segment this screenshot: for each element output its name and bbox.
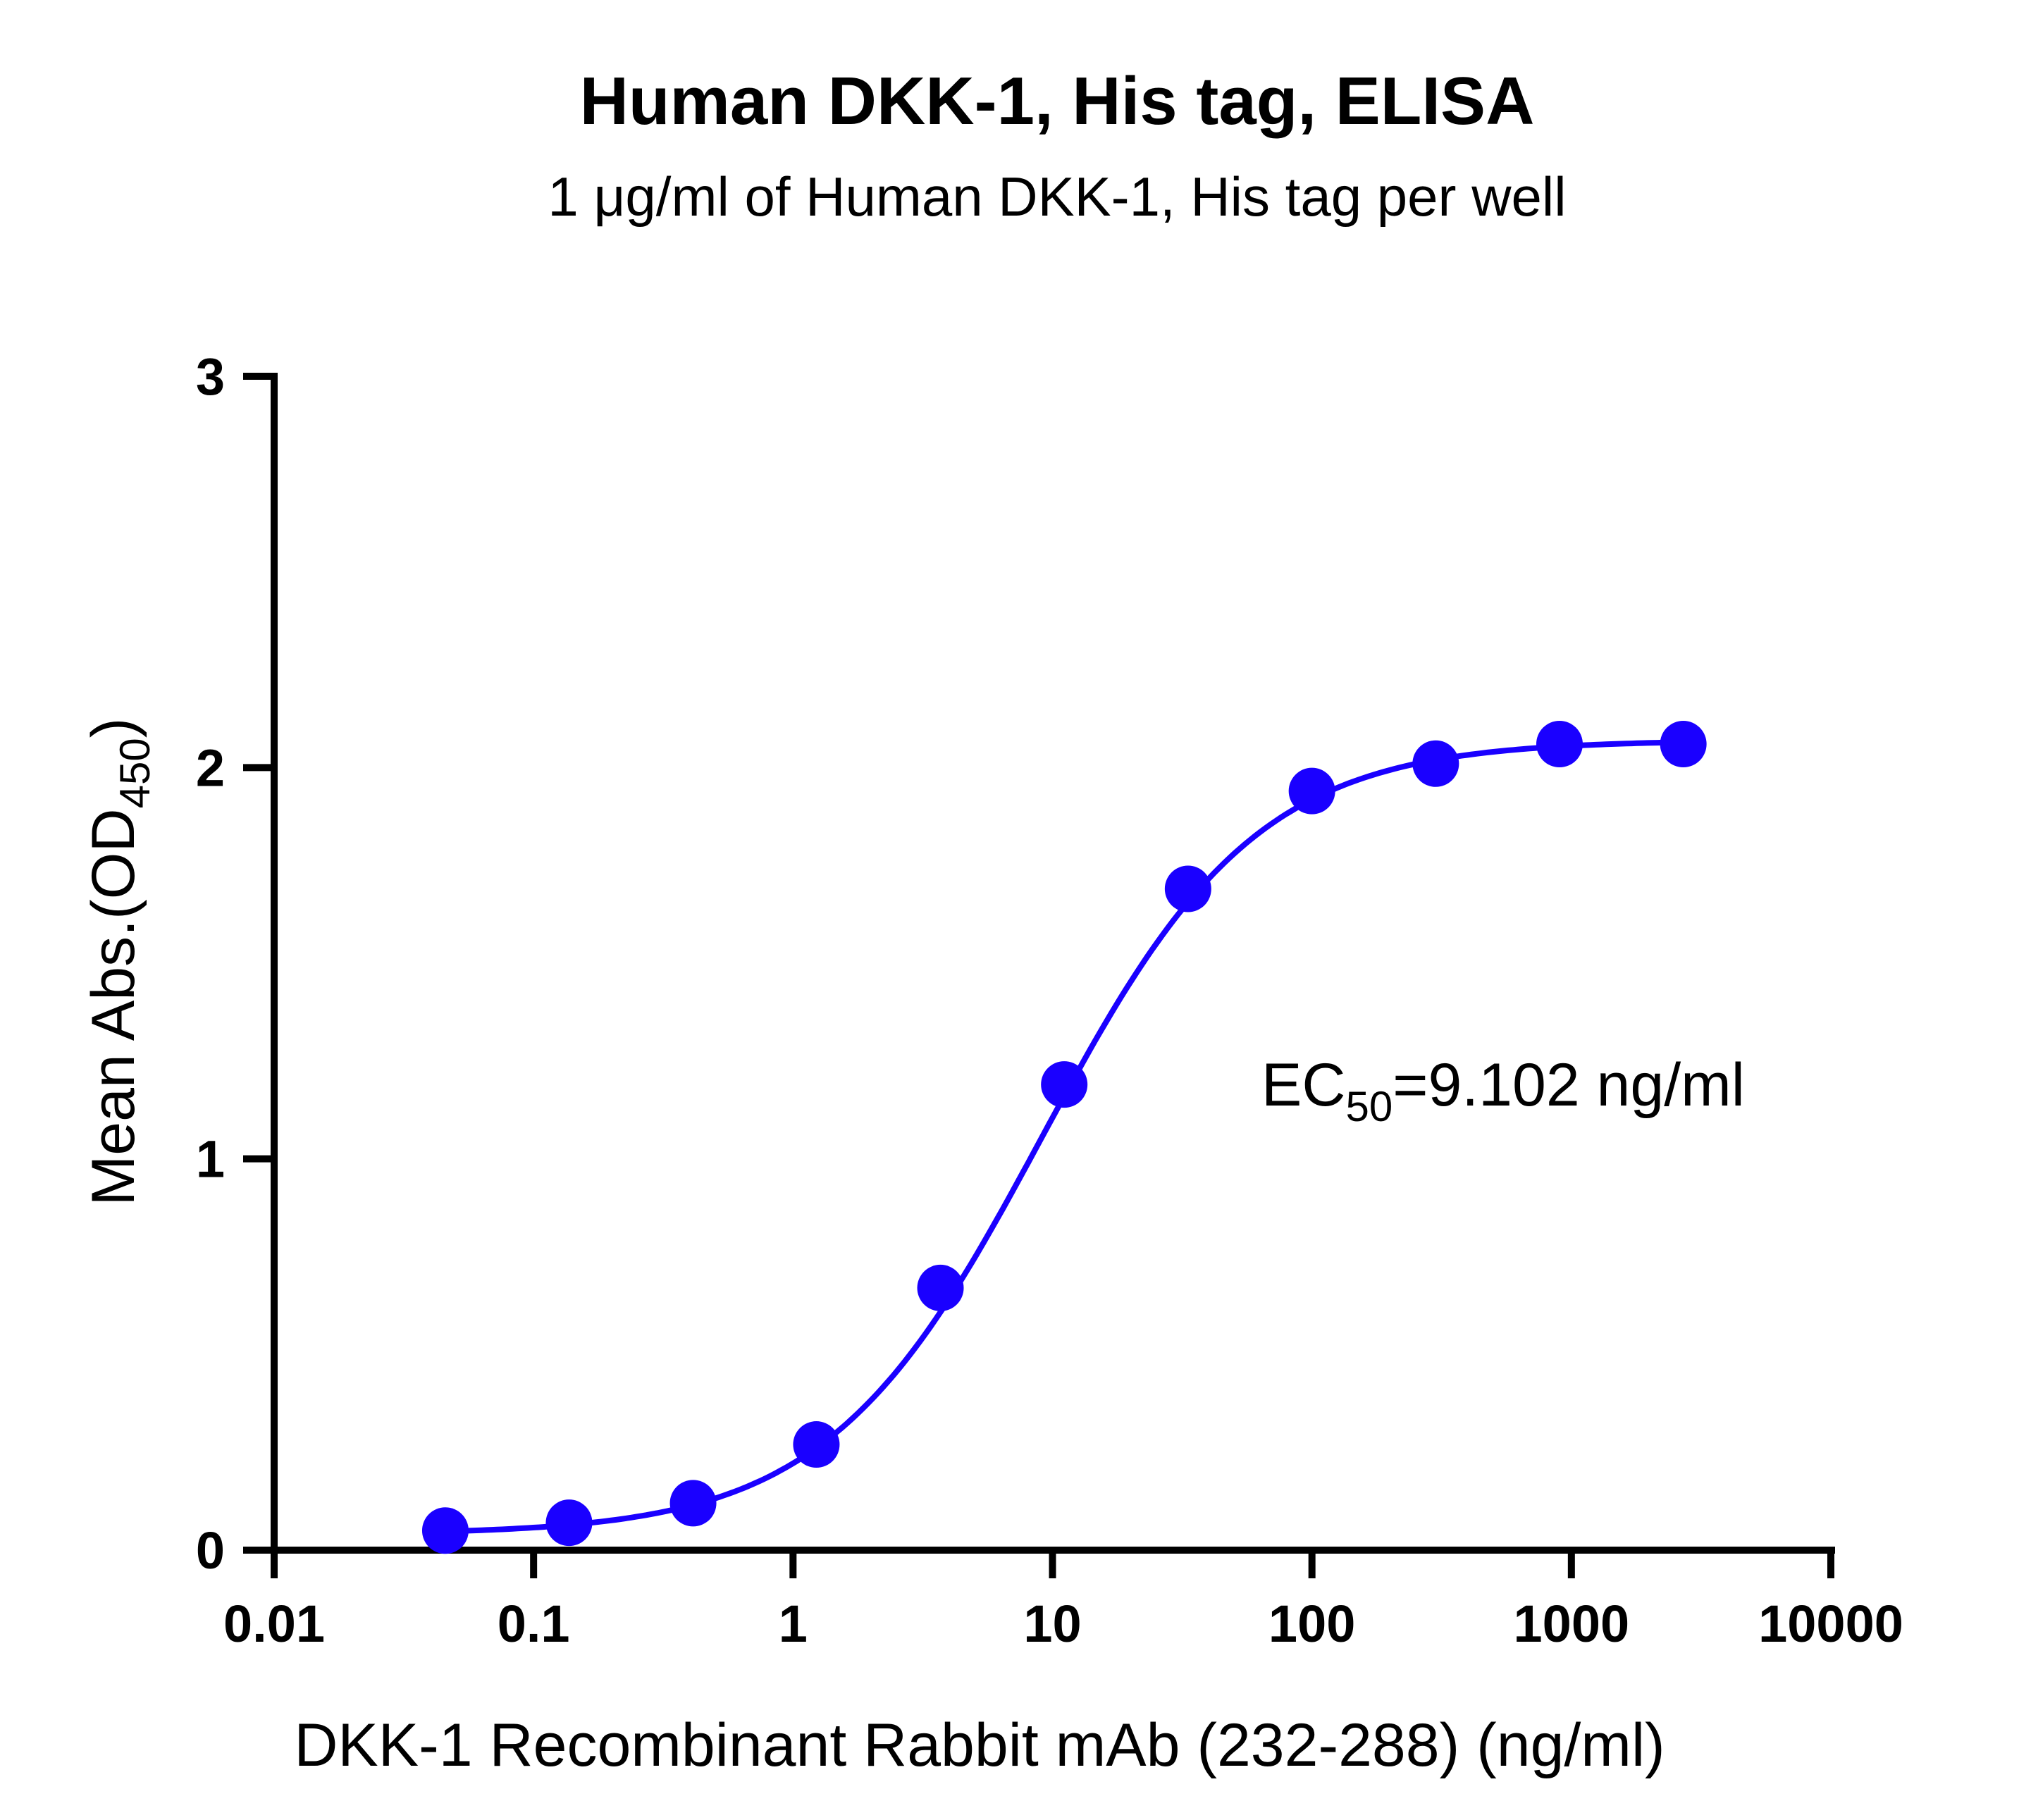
data-point xyxy=(421,1507,469,1554)
ticks xyxy=(243,373,1834,1578)
data-point xyxy=(1536,721,1583,768)
data-point xyxy=(669,1480,717,1527)
data-point xyxy=(1164,865,1211,912)
fit-curve xyxy=(443,739,1686,1535)
data-point xyxy=(917,1264,964,1311)
data-points xyxy=(421,721,1707,1554)
x-tick-label: 10000 xyxy=(1758,1595,1903,1653)
x-axis-label: DKK-1 Recombinant Rabbit mAb (232-288) (… xyxy=(294,1711,1665,1779)
data-point xyxy=(1412,740,1459,787)
y-axis-label: Mean Abs.(OD450) xyxy=(80,718,159,1206)
chart-title: Human DKK-1, His tag, ELISA xyxy=(580,63,1535,139)
x-tick-label: 100 xyxy=(1268,1595,1355,1653)
y-tick-label: 1 xyxy=(196,1130,225,1189)
tick-labels: 0.01 0.1 1 10 100 1000 10000 0 1 2 3 xyxy=(196,347,1903,1653)
data-point xyxy=(1288,767,1335,815)
data-point xyxy=(1041,1061,1088,1108)
y-axis-label-main: Mean Abs.(OD xyxy=(80,808,147,1206)
data-point xyxy=(793,1421,840,1468)
x-tick-label: 1 xyxy=(779,1595,808,1653)
ec50-value: =9.102 ng/ml xyxy=(1393,1051,1745,1119)
data-point xyxy=(1660,721,1707,768)
chart-subtitle: 1 μg/ml of Human DKK-1, His tag per well xyxy=(548,166,1566,228)
ec50-subscript: 50 xyxy=(1345,1083,1393,1130)
x-tick-label: 0.01 xyxy=(223,1595,325,1653)
y-tick-label: 3 xyxy=(196,347,225,406)
x-tick-label: 0.1 xyxy=(498,1595,570,1653)
y-axis-label-subscript: 450 xyxy=(111,738,159,808)
x-tick-label: 1000 xyxy=(1514,1595,1630,1653)
y-tick-label: 2 xyxy=(196,738,225,797)
y-tick-label: 0 xyxy=(196,1521,225,1580)
y-axis-label-end: ) xyxy=(80,718,147,738)
ec50-annotation: EC50=9.102 ng/ml xyxy=(1261,1051,1745,1130)
axes xyxy=(271,373,1835,1554)
data-point xyxy=(545,1499,593,1547)
x-tick-label: 10 xyxy=(1023,1595,1081,1653)
ec50-prefix: EC xyxy=(1261,1051,1345,1119)
